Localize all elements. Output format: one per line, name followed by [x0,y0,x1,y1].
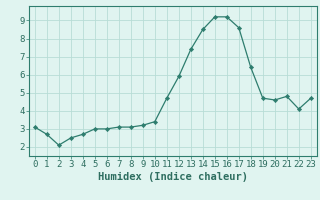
X-axis label: Humidex (Indice chaleur): Humidex (Indice chaleur) [98,172,248,182]
